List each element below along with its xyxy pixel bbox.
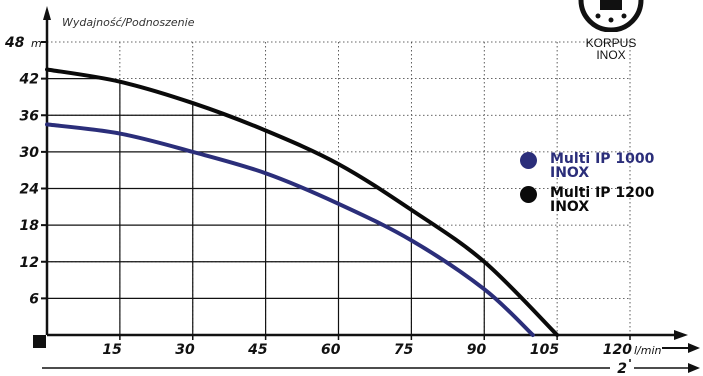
y-axis-title: Wydajność/Podnoszenie xyxy=(62,16,195,29)
badge-line-2: INOX xyxy=(596,48,626,62)
origin-marker xyxy=(33,335,46,348)
x-tick-label: 15 xyxy=(102,342,122,358)
x-axis-arrow xyxy=(674,330,688,340)
korpus-inox-badge: KORPUS INOX xyxy=(566,0,656,61)
y-tick-label: 42 xyxy=(19,72,39,88)
badge-line-1: KORPUS xyxy=(585,36,637,50)
legend-label-series-1: Multi IP 1000 INOX xyxy=(550,151,655,181)
y-tick-label: 24 xyxy=(20,182,39,198)
y-tick-label: 30 xyxy=(20,145,40,161)
x-tick-label: 105 xyxy=(530,342,559,358)
x-tick-label: 60 xyxy=(321,342,341,358)
secondary-axis-arrow xyxy=(688,363,700,373)
legend-item-series-1: Multi IP 1000 INOX xyxy=(520,152,690,180)
pump-housing-icon xyxy=(578,0,644,33)
x-unit-label: l/min xyxy=(634,344,662,357)
legend-label-series-2: Multi IP 1200 INOX xyxy=(550,185,655,215)
y-tick-label: 12 xyxy=(20,255,39,271)
y-tick-label: 18 xyxy=(20,218,40,234)
x-tick-label: 45 xyxy=(247,342,268,358)
legend-swatch-series-2 xyxy=(520,186,537,203)
series-line-2 xyxy=(45,67,560,337)
x-unit-arrow-head xyxy=(688,343,700,353)
y-tick-label: 48 xyxy=(4,35,25,51)
series-line-1 xyxy=(45,122,535,337)
x-tick-label: 90 xyxy=(467,342,487,358)
y-axis-arrow xyxy=(43,6,51,20)
y-unit-label: m xyxy=(31,37,42,50)
x-tick-label: 120 xyxy=(603,342,632,358)
legend: Multi IP 1000 INOX Multi IP 1200 INOX xyxy=(520,152,690,220)
x-tick-label: 30 xyxy=(175,342,195,358)
legend-item-series-2: Multi IP 1200 INOX xyxy=(520,186,690,214)
y-tick-label: 6 xyxy=(29,291,39,307)
secondary-tick-bg xyxy=(610,362,634,374)
y-tick-label: 36 xyxy=(20,108,40,124)
legend-swatch-series-1 xyxy=(520,152,537,169)
secondary-tick-label: 2 xyxy=(617,361,627,376)
x-tick-label: 75 xyxy=(394,342,414,358)
